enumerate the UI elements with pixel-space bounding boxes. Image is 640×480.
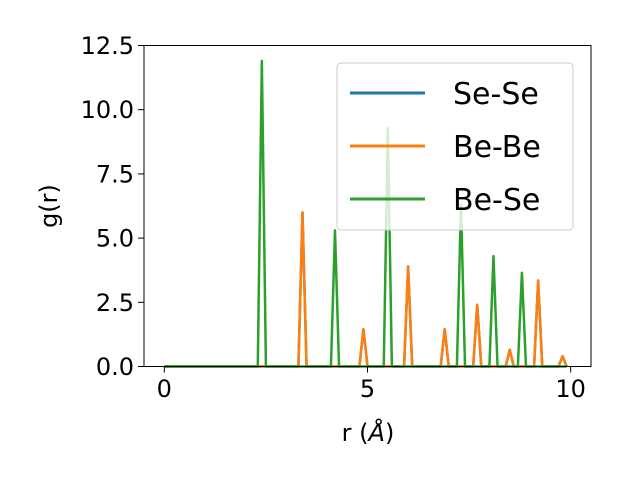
y-tick-label: 7.5 — [96, 160, 134, 188]
x-axis-label: r (Å) — [342, 418, 395, 447]
y-tick-label: 5.0 — [96, 225, 134, 253]
y-axis: 0.0 2.5 5.0 7.5 10.0 12.5 — [81, 32, 144, 381]
x-tick-label: 5 — [360, 375, 375, 403]
x-tick-label: 0 — [157, 375, 172, 403]
y-tick-label: 2.5 — [96, 289, 134, 317]
x-tick-label: 10 — [555, 375, 586, 403]
legend-label-be-se: Be-Se — [453, 183, 540, 218]
legend-label-be-be: Be-Be — [453, 130, 541, 165]
legend: Se-Se Be-Be Be-Se — [336, 62, 574, 231]
y-tick-label: 0.0 — [96, 353, 134, 381]
y-tick-label: 10.0 — [81, 96, 134, 124]
y-tick-label: 12.5 — [81, 32, 134, 60]
legend-label-se-se: Se-Se — [453, 77, 539, 112]
series-line-be-be — [164, 211, 568, 368]
y-axis-label: g(r) — [35, 184, 63, 228]
legend-box — [336, 62, 574, 231]
x-axis: 0 5 10 — [157, 366, 586, 403]
